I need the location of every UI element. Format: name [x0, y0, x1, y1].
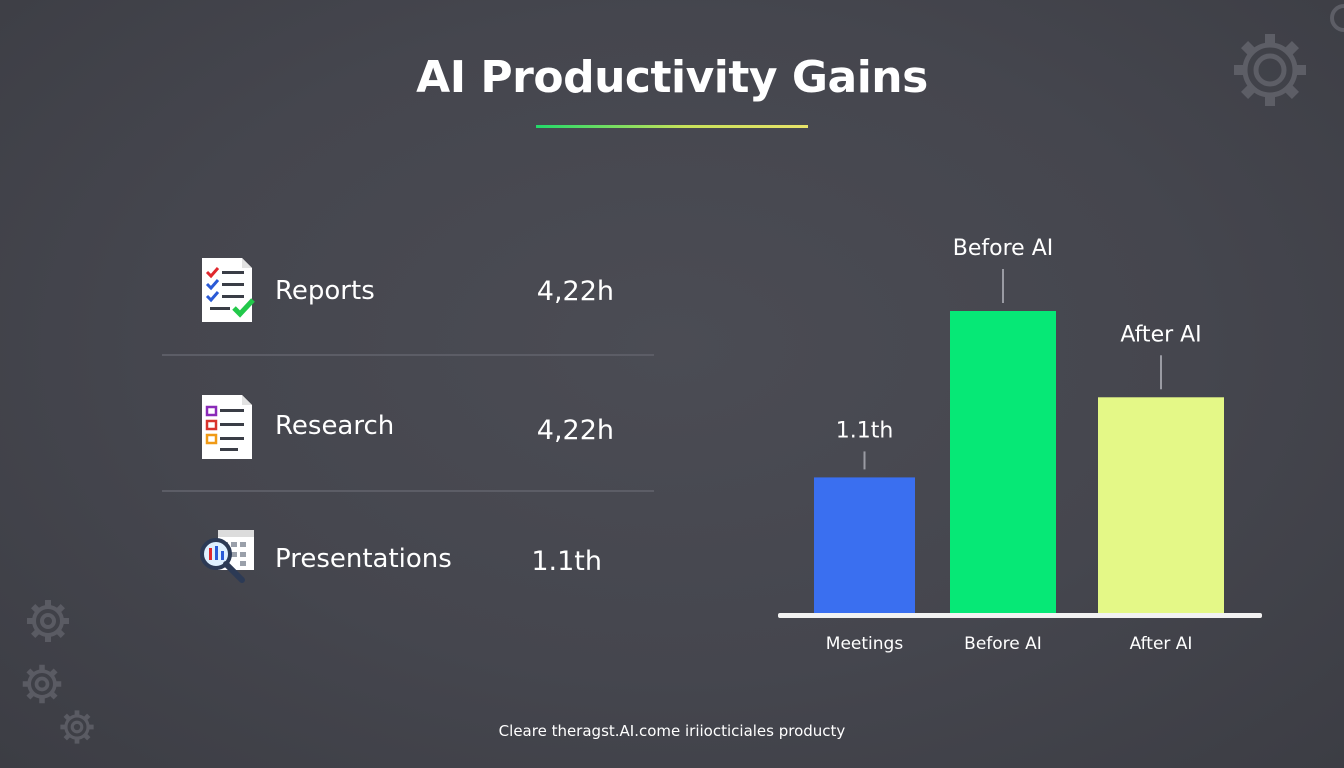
- bar: [1098, 397, 1224, 613]
- title-underline: [536, 125, 808, 128]
- footer-caption: Cleare theragst.AI.come iriiocticiales p…: [498, 722, 846, 740]
- divider: [162, 354, 654, 356]
- gear-icon: [22, 664, 62, 704]
- list-item: Research 4,22h: [162, 393, 654, 483]
- data-label: Before AI: [953, 236, 1053, 261]
- page-title: AI Productivity Gains: [416, 52, 928, 103]
- gear-icon: [1330, 4, 1344, 32]
- checklist-document-icon: [202, 258, 255, 322]
- row-value: 4,22h: [536, 276, 614, 307]
- list-item: Presentations 1.1th: [162, 526, 654, 616]
- data-label: After AI: [1120, 322, 1201, 347]
- bar-chart: 1.1th Meetings Before AI Before AI After AI A…: [778, 236, 1262, 654]
- x-tick-label: Before AI: [964, 634, 1042, 654]
- data-label: 1.1th: [836, 418, 894, 443]
- gear-icon: [60, 710, 94, 744]
- bar: [814, 477, 915, 613]
- gear-icon: [27, 600, 69, 642]
- magnifier-calendar-icon: [200, 530, 254, 583]
- x-tick-label: Meetings: [826, 634, 904, 654]
- row-value: 4,22h: [536, 415, 614, 446]
- x-axis: [778, 613, 1262, 618]
- gear-icon: [1234, 34, 1306, 106]
- divider: [162, 490, 654, 492]
- row-label: Research: [275, 411, 395, 441]
- list-item: Reports 4,22h: [162, 256, 654, 346]
- row-label: Reports: [275, 276, 375, 306]
- row-value: 1.1th: [531, 546, 602, 577]
- x-tick-label: After AI: [1130, 634, 1193, 654]
- bar: [950, 311, 1056, 613]
- task-list-document-icon: [202, 395, 252, 459]
- row-label: Presentations: [275, 544, 452, 574]
